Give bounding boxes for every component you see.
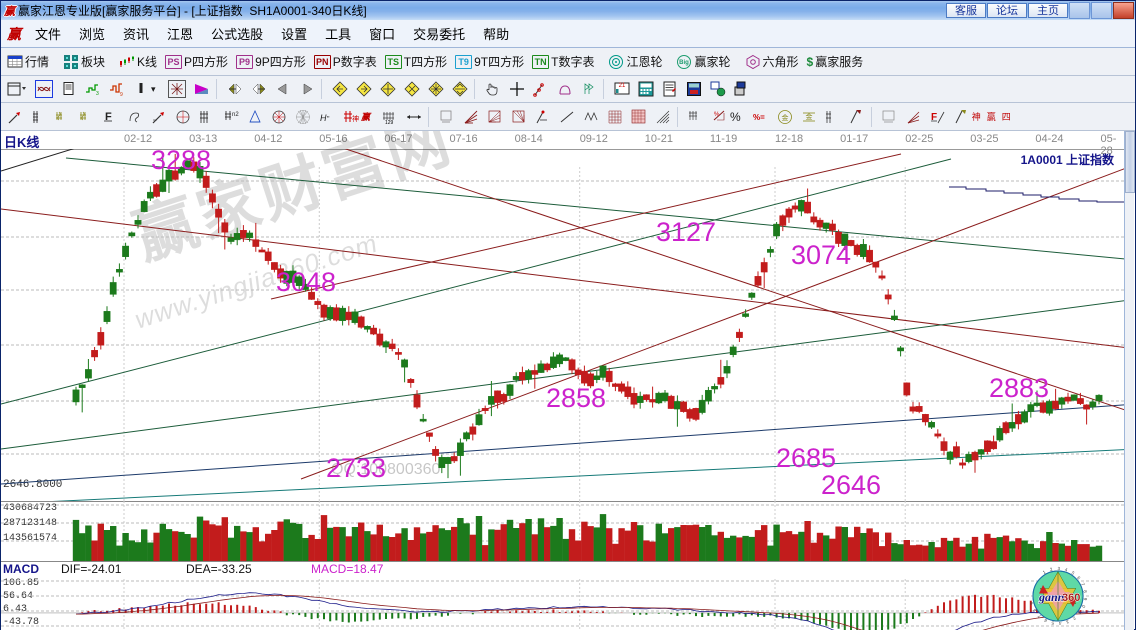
svg-text:2858: 2858 (546, 383, 606, 413)
svg-text:2646: 2646 (821, 470, 881, 500)
svg-text:3: 3 (1065, 619, 1070, 625)
svg-text:%: % (714, 112, 720, 118)
svg-text:8: 8 (1082, 590, 1087, 594)
svg-text:2883: 2883 (989, 373, 1049, 403)
svg-text:0: 0 (1081, 604, 1087, 609)
svg-text:金: 金 (781, 113, 788, 122)
svg-text:129: 129 (385, 120, 394, 125)
svg-text:3074: 3074 (791, 240, 851, 270)
svg-text:%=: %= (753, 113, 765, 122)
svg-text:9: 9 (1083, 597, 1088, 601)
svg-text:3: 3 (1057, 566, 1060, 571)
svg-text:3127: 3127 (656, 217, 716, 247)
svg-text:3288: 3288 (151, 149, 211, 175)
svg-text:21: 21 (618, 83, 625, 89)
svg-text:Big: Big (680, 60, 690, 66)
svg-text:n2: n2 (232, 112, 239, 118)
svg-text:神: 神 (352, 114, 359, 123)
svg-text:": " (327, 116, 330, 123)
svg-text:金: 金 (805, 112, 812, 121)
svg-text:3: 3 (96, 91, 99, 97)
svg-text:H: H (320, 113, 327, 123)
svg-text:4: 4 (1064, 567, 1068, 573)
svg-text:9: 9 (120, 92, 123, 97)
svg-text:5: 5 (1051, 620, 1055, 625)
svg-text:360: 360 (1062, 592, 1080, 604)
svg-text:2: 2 (1049, 566, 1053, 572)
svg-text:2733: 2733 (326, 453, 386, 483)
svg-text:9: 9 (1029, 601, 1035, 605)
svg-text:4: 4 (1058, 621, 1061, 626)
svg-text:3048: 3048 (276, 267, 336, 297)
svg-text:gann: gann (1038, 590, 1065, 604)
svg-text:2685: 2685 (776, 443, 836, 473)
